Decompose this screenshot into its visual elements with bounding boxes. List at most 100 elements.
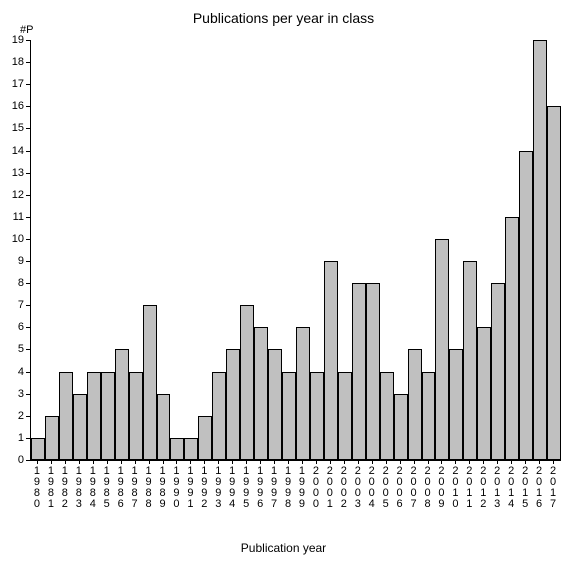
ytick-mark (26, 394, 30, 395)
ytick-mark (26, 438, 30, 439)
ytick-label: 8 (4, 277, 24, 289)
bar (296, 327, 310, 460)
xtick-mark (37, 460, 38, 464)
xtick-label: 1 9 8 0 (31, 466, 43, 510)
xtick-mark (386, 460, 387, 464)
bar (282, 372, 296, 460)
bar (422, 372, 436, 460)
ytick-label: 18 (4, 56, 24, 68)
xtick-mark (497, 460, 498, 464)
xtick-label: 1 9 9 7 (268, 466, 280, 510)
bar (184, 438, 198, 460)
ytick-mark (26, 239, 30, 240)
ytick-mark (26, 40, 30, 41)
xtick-label: 1 9 9 9 (296, 466, 308, 510)
xtick-label: 2 0 1 7 (547, 466, 559, 510)
bar (45, 416, 59, 460)
ytick-label: 12 (4, 189, 24, 201)
xtick-label: 1 9 8 3 (73, 466, 85, 510)
ytick-label: 3 (4, 388, 24, 400)
chart-container: Publications per year in class #P Public… (0, 0, 567, 567)
xtick-mark (93, 460, 94, 464)
ytick-mark (26, 62, 30, 63)
ytick-mark (26, 84, 30, 85)
bar (254, 327, 268, 460)
xtick-label: 1 9 9 8 (282, 466, 294, 510)
xtick-label: 2 0 0 4 (366, 466, 378, 510)
ytick-label: 1 (4, 432, 24, 444)
bar (226, 349, 240, 460)
xtick-mark (483, 460, 484, 464)
bar (212, 372, 226, 460)
xtick-mark (553, 460, 554, 464)
xtick-label: 2 0 0 8 (422, 466, 434, 510)
ytick-label: 19 (4, 34, 24, 46)
xtick-mark (469, 460, 470, 464)
xtick-mark (344, 460, 345, 464)
ytick-mark (26, 261, 30, 262)
xtick-label: 2 0 1 6 (533, 466, 545, 510)
ytick-mark (26, 416, 30, 417)
bar (366, 283, 380, 460)
xtick-label: 2 0 1 3 (491, 466, 503, 510)
ytick-label: 13 (4, 167, 24, 179)
xtick-label: 1 9 8 8 (143, 466, 155, 510)
xtick-mark (246, 460, 247, 464)
bar (463, 261, 477, 460)
xtick-label: 1 9 9 1 (184, 466, 196, 510)
bar (143, 305, 157, 460)
xtick-label: 2 0 0 0 (310, 466, 322, 510)
bar (73, 394, 87, 460)
xtick-label: 1 9 8 7 (129, 466, 141, 510)
bar (101, 372, 115, 460)
ytick-label: 9 (4, 255, 24, 267)
bar (324, 261, 338, 460)
bar (170, 438, 184, 460)
ytick-label: 17 (4, 78, 24, 90)
xtick-mark (107, 460, 108, 464)
plot-area (30, 40, 561, 461)
ytick-mark (26, 460, 30, 461)
bar (505, 217, 519, 460)
ytick-mark (26, 349, 30, 350)
bar (310, 372, 324, 460)
xtick-label: 1 9 9 5 (240, 466, 252, 510)
xtick-label: 1 9 9 4 (226, 466, 238, 510)
xtick-mark (525, 460, 526, 464)
xtick-label: 1 9 8 1 (45, 466, 57, 510)
ytick-mark (26, 151, 30, 152)
ytick-label: 11 (4, 211, 24, 223)
xtick-mark (121, 460, 122, 464)
xtick-mark (372, 460, 373, 464)
bar (449, 349, 463, 460)
xtick-mark (232, 460, 233, 464)
xtick-mark (274, 460, 275, 464)
xtick-label: 1 9 8 5 (101, 466, 113, 510)
ytick-label: 6 (4, 321, 24, 333)
ytick-label: 5 (4, 343, 24, 355)
ytick-label: 15 (4, 122, 24, 134)
xtick-label: 1 9 8 6 (115, 466, 127, 510)
xtick-mark (330, 460, 331, 464)
ytick-label: 14 (4, 145, 24, 157)
xtick-label: 2 0 1 4 (505, 466, 517, 510)
bar (115, 349, 129, 460)
xtick-mark (414, 460, 415, 464)
ytick-mark (26, 106, 30, 107)
ytick-label: 16 (4, 100, 24, 112)
xtick-label: 2 0 0 6 (394, 466, 406, 510)
xtick-mark (260, 460, 261, 464)
xtick-label: 2 0 1 0 (449, 466, 461, 510)
ytick-mark (26, 283, 30, 284)
bar (198, 416, 212, 460)
xtick-label: 1 9 8 9 (157, 466, 169, 510)
bar (408, 349, 422, 460)
xtick-mark (302, 460, 303, 464)
ytick-label: 7 (4, 299, 24, 311)
x-axis-label: Publication year (0, 541, 567, 555)
xtick-mark (79, 460, 80, 464)
xtick-label: 2 0 1 5 (519, 466, 531, 510)
xtick-label: 2 0 1 1 (463, 466, 475, 510)
xtick-label: 1 9 8 4 (87, 466, 99, 510)
xtick-mark (190, 460, 191, 464)
